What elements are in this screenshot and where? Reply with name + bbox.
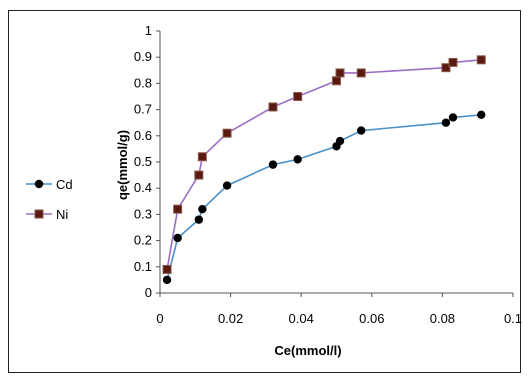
y-tick-label: 0.9 xyxy=(134,49,152,64)
data-point-ni xyxy=(332,76,341,86)
series-cd xyxy=(162,110,486,285)
y-tick-label: 1 xyxy=(145,23,152,38)
data-point-ni xyxy=(194,170,204,180)
data-point-ni xyxy=(335,68,345,78)
y-tick-label: 0.8 xyxy=(134,75,152,90)
legend-item-cd: Cd xyxy=(26,177,73,192)
data-point-cd xyxy=(198,204,207,214)
data-point-cd xyxy=(357,126,366,135)
data-point-cd xyxy=(441,118,451,127)
y-tick-label: 0.2 xyxy=(134,233,152,248)
data-point-ni xyxy=(356,68,366,78)
x-tick-label: 0 xyxy=(156,311,163,326)
chart-border xyxy=(8,10,521,373)
y-tick-label: 0 xyxy=(145,285,152,300)
y-tick-label: 0.5 xyxy=(134,154,152,169)
series-layer xyxy=(162,55,486,285)
data-point-cd xyxy=(162,275,172,285)
data-point-ni xyxy=(448,57,458,67)
y-axis-title: qe(mmol/g) xyxy=(115,130,130,200)
x-tick-label: 0.06 xyxy=(359,311,384,326)
x-tick-label: 0.08 xyxy=(430,311,455,326)
data-point-ni xyxy=(222,128,232,138)
data-point-ni xyxy=(441,63,451,73)
y-tick-label: 0.1 xyxy=(134,259,152,274)
data-point-cd xyxy=(173,233,182,243)
data-point-cd xyxy=(194,215,204,224)
y-tick-label: 0.6 xyxy=(134,128,152,143)
legend-label: Cd xyxy=(56,177,73,192)
x-tick-label: 0.1 xyxy=(504,311,522,326)
y-tick-label: 0.4 xyxy=(134,180,152,195)
legend: Cd Ni xyxy=(26,177,73,222)
legend-item-ni: Ni xyxy=(26,207,68,222)
x-axis: 0 0.02 0.04 0.06 0.08 0.1 xyxy=(156,292,522,326)
data-point-ni xyxy=(476,55,486,65)
data-point-ni xyxy=(268,102,278,112)
data-point-cd xyxy=(477,110,486,120)
y-tick-label: 0.7 xyxy=(134,102,152,117)
data-point-ni xyxy=(162,264,172,274)
x-axis-title: Ce(mmol/l) xyxy=(274,343,341,358)
data-point-ni xyxy=(173,204,183,214)
data-point-ni xyxy=(197,152,207,162)
data-point-cd xyxy=(268,160,278,169)
series-ni xyxy=(162,55,486,274)
data-point-ni xyxy=(293,92,303,101)
y-axis: 0 0.1 0.2 0.3 0.4 0.5 0.6 0.7 0.8 0.9 1 xyxy=(134,23,161,300)
data-point-cd xyxy=(293,155,302,164)
data-point-cd xyxy=(222,181,232,190)
x-tick-label: 0.02 xyxy=(218,311,243,326)
data-point-cd xyxy=(335,136,345,146)
x-tick-label: 0.04 xyxy=(289,311,314,326)
legend-marker xyxy=(34,179,44,189)
y-tick-label: 0.3 xyxy=(134,206,152,221)
legend-marker xyxy=(34,209,44,219)
legend-label: Ni xyxy=(56,207,68,222)
data-point-cd xyxy=(448,113,458,122)
